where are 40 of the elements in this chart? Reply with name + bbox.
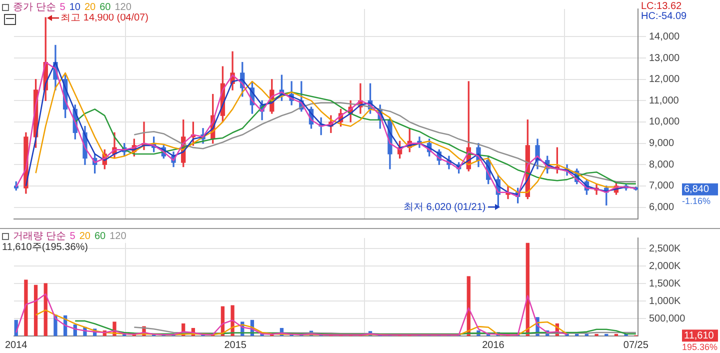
text: 20 — [84, 2, 96, 12]
text: -1.16% — [682, 196, 711, 206]
text: 60 — [94, 230, 106, 242]
text: HC:-54.09 — [641, 10, 688, 22]
y-tick-label: 12,000 — [649, 74, 680, 86]
y-tick-label: 14,000 — [649, 31, 680, 42]
x-tick-label: 2014 — [4, 340, 28, 351]
text: 11,610 — [684, 330, 714, 342]
y-tick-label: 13,000 — [649, 52, 680, 64]
x-tick-label: 2015 — [224, 340, 247, 351]
text: 6,840 — [684, 184, 710, 196]
text: 195.36% — [682, 342, 718, 352]
y-tick-label: 500,000 — [649, 313, 686, 324]
y-tick-label: 8,000 — [649, 159, 674, 170]
annotation: 최저 6,020 (01/21) — [403, 202, 486, 213]
text: 20 — [79, 230, 90, 242]
text: 120 — [114, 2, 132, 12]
y-tick-label: 2,000K — [649, 260, 682, 272]
text: 5 — [70, 230, 76, 242]
legend-title: 종가 단순 — [13, 1, 56, 14]
y-tick-label: 1,500K — [649, 278, 682, 290]
y-tick-label: 10,000 — [649, 116, 680, 128]
text: 120 — [110, 230, 126, 242]
bar — [34, 284, 38, 336]
legend-title: 거래량 단순 — [13, 230, 66, 242]
y-tick-label: 7,000 — [649, 180, 674, 192]
bar — [24, 280, 28, 336]
y-tick-label: 2,500K — [649, 243, 682, 254]
text: 60 — [100, 2, 111, 12]
y-tick-label: 11,000 — [649, 95, 680, 106]
text: 10 — [69, 2, 80, 12]
annotation: 최고 14,900 (04/07) — [60, 12, 148, 24]
x-tick-label: 2016 — [482, 340, 505, 351]
annotation: 11,610주(195.36%) — [2, 242, 88, 253]
x-tick-label: 07/25 — [623, 340, 649, 351]
text: LC:13.62 — [641, 0, 682, 12]
y-tick-label: 6,000 — [649, 202, 674, 214]
text: 5 — [60, 2, 66, 12]
y-tick-label: 9,000 — [649, 138, 674, 150]
y-tick-label: 1,000K — [649, 296, 682, 307]
